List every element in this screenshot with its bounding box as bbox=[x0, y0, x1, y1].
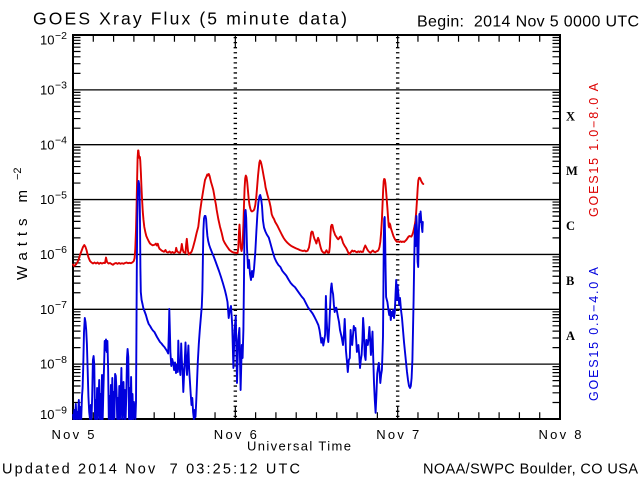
svg-text:GOES Xray Flux (5 minute data): GOES Xray Flux (5 minute data) bbox=[33, 9, 347, 29]
svg-text:−6: −6 bbox=[55, 244, 67, 256]
svg-text:GOES15 0.5−4.0 A: GOES15 0.5−4.0 A bbox=[587, 266, 601, 401]
svg-text:10: 10 bbox=[40, 407, 54, 422]
svg-text:Nov 8: Nov 8 bbox=[539, 427, 582, 442]
svg-text:10: 10 bbox=[40, 302, 54, 317]
svg-text:10: 10 bbox=[40, 247, 54, 262]
svg-text:−7: −7 bbox=[55, 299, 67, 311]
svg-text:10: 10 bbox=[40, 83, 54, 98]
svg-text:−5: −5 bbox=[55, 189, 67, 201]
svg-text:−8: −8 bbox=[55, 354, 67, 366]
svg-text:−2: −2 bbox=[55, 30, 67, 42]
svg-text:Updated 2014 Nov 7 03:25:12 U: Updated 2014 Nov 7 03:25:12 UTC bbox=[2, 462, 300, 478]
svg-text:GOES15 1.0−8.0 A: GOES15 1.0−8.0 A bbox=[587, 82, 601, 217]
svg-text:−2: −2 bbox=[12, 167, 24, 180]
svg-text:Nov 7: Nov 7 bbox=[376, 427, 419, 442]
svg-text:−4: −4 bbox=[55, 135, 67, 147]
svg-text:C: C bbox=[566, 219, 575, 233]
svg-text:10: 10 bbox=[40, 137, 54, 152]
svg-text:Universal Time: Universal Time bbox=[247, 439, 351, 454]
svg-text:A: A bbox=[566, 329, 575, 343]
svg-text:NOAA/SWPC Boulder, CO USA: NOAA/SWPC Boulder, CO USA bbox=[423, 462, 638, 478]
svg-text:B: B bbox=[566, 274, 574, 288]
svg-text:Begin: 2014 Nov 5 0000 UTC: Begin: 2014 Nov 5 0000 UTC bbox=[417, 14, 639, 31]
svg-text:−9: −9 bbox=[55, 404, 67, 416]
svg-text:X: X bbox=[566, 109, 575, 123]
svg-text:10: 10 bbox=[40, 33, 54, 48]
svg-text:10: 10 bbox=[40, 357, 54, 372]
svg-text:M: M bbox=[566, 164, 578, 178]
svg-text:Nov 5: Nov 5 bbox=[52, 427, 95, 442]
svg-text:Nov 6: Nov 6 bbox=[214, 427, 257, 442]
svg-text:10: 10 bbox=[40, 192, 54, 207]
svg-text:−3: −3 bbox=[55, 80, 67, 92]
svg-text:Watts m: Watts m bbox=[14, 190, 31, 280]
